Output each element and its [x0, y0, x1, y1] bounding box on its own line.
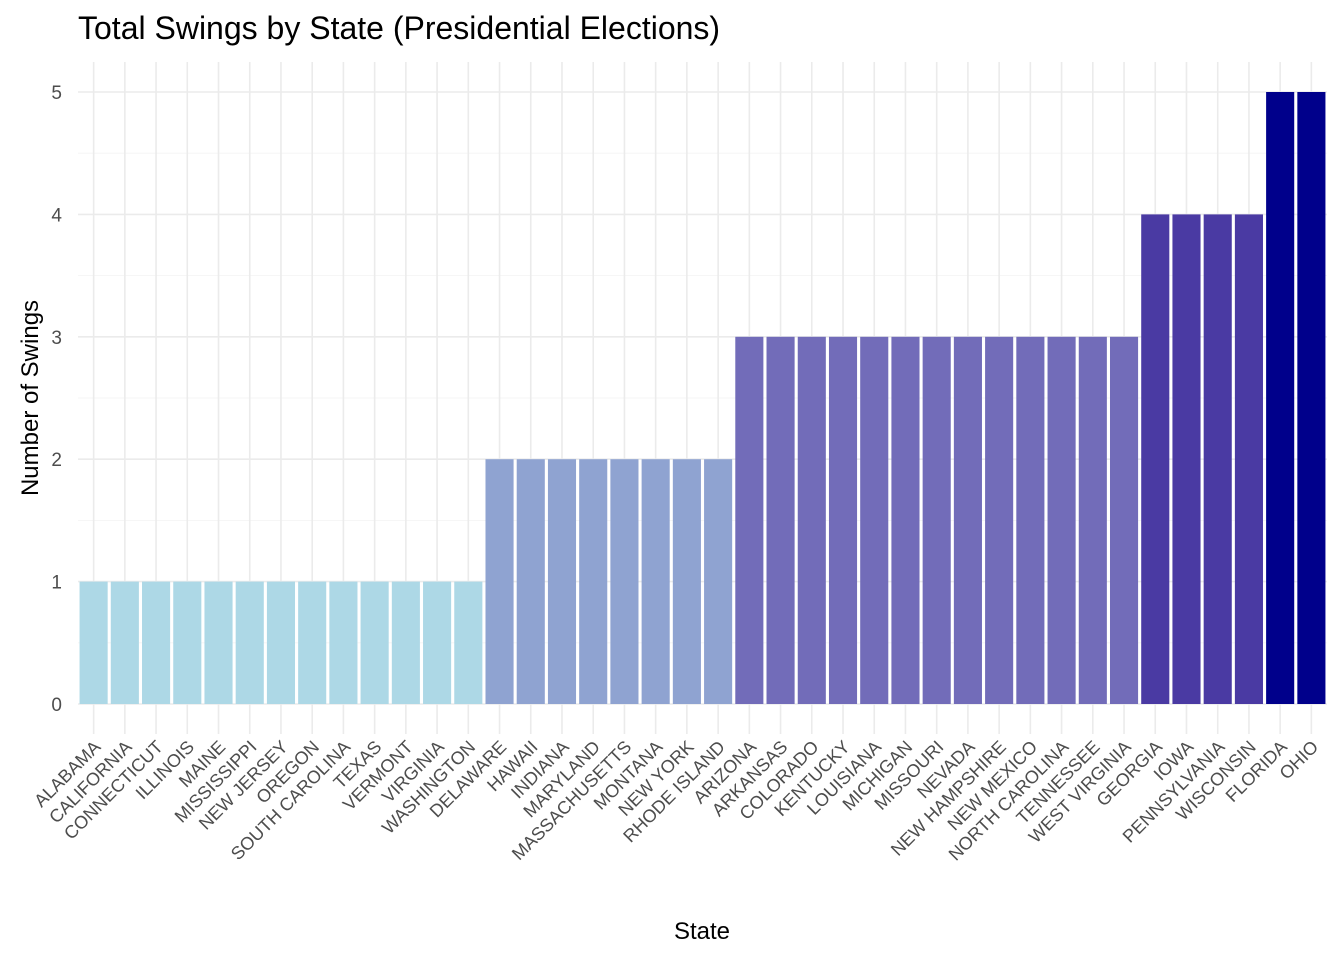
y-tick-label: 4 — [51, 205, 62, 226]
bar — [579, 459, 608, 704]
x-axis-title: State — [674, 918, 730, 945]
bar — [79, 581, 108, 704]
y-tick-label: 1 — [51, 573, 62, 594]
bar — [1203, 214, 1232, 704]
bar — [1109, 336, 1139, 704]
bar — [735, 336, 764, 704]
bar — [828, 336, 858, 704]
y-axis-ticks: 0 1 2 3 4 5 — [51, 83, 62, 716]
bar — [204, 581, 233, 704]
bar — [454, 581, 483, 704]
grid — [78, 62, 1327, 734]
bar — [1234, 214, 1263, 704]
bar — [704, 459, 733, 704]
bar — [173, 581, 202, 704]
y-axis-title: Number of Swings — [17, 300, 44, 496]
x-axis-ticks: ALABAMACALIFORNIACONNECTICUTILLINOISMAIN… — [30, 737, 1322, 865]
bar — [391, 581, 420, 704]
y-tick-label: 3 — [51, 328, 62, 349]
bar — [953, 336, 982, 704]
bar — [766, 336, 795, 704]
bar — [547, 459, 577, 704]
bar — [1172, 214, 1201, 704]
bar — [1047, 336, 1076, 704]
bar — [235, 581, 264, 704]
bars — [79, 92, 1326, 704]
bar — [860, 336, 889, 704]
bar — [1266, 92, 1295, 704]
bar — [891, 336, 920, 704]
bar — [423, 581, 452, 704]
bar — [360, 581, 389, 704]
bar — [516, 459, 545, 704]
bar — [1297, 92, 1326, 704]
bar — [672, 459, 701, 704]
bar — [641, 459, 670, 704]
bar — [110, 581, 139, 704]
bar — [1016, 336, 1045, 704]
y-tick-label: 5 — [51, 83, 62, 104]
bar — [142, 581, 171, 704]
bar — [610, 459, 639, 704]
bar — [266, 581, 296, 704]
bar — [298, 581, 327, 704]
chart-title: Total Swings by State (Presidential Elec… — [78, 10, 721, 46]
bar — [329, 581, 358, 704]
bar — [797, 336, 826, 704]
bar — [1078, 336, 1107, 704]
bar — [1141, 214, 1170, 704]
y-tick-label: 2 — [51, 450, 62, 471]
bar — [985, 336, 1014, 704]
bar — [485, 459, 514, 704]
bar — [922, 336, 951, 704]
y-tick-label: 0 — [51, 695, 62, 716]
